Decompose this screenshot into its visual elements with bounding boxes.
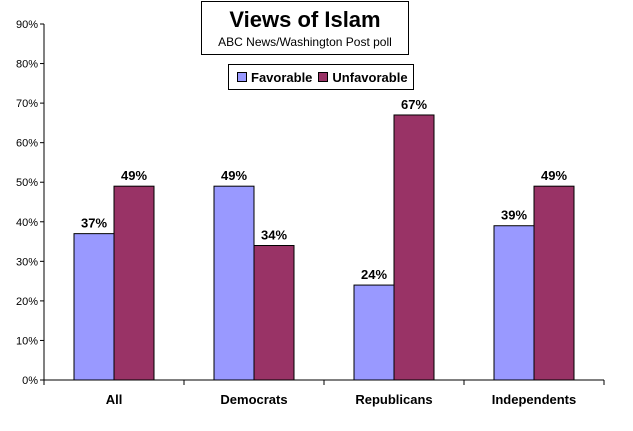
chart-title: Views of Islam — [229, 7, 381, 32]
bar-favorable-independents — [493, 225, 535, 381]
y-tick-label: 70% — [16, 98, 38, 110]
bar-unfavorable-independents — [533, 185, 575, 381]
chart-title-box: Views of Islam ABC News/Washington Post … — [201, 1, 409, 55]
legend-label-unfavorable: Unfavorable — [332, 69, 408, 85]
bar-favorable-all — [73, 233, 115, 381]
category-label: Republicans — [355, 392, 432, 407]
y-tick-label: 10% — [16, 335, 38, 347]
y-tick-label: 0% — [22, 375, 38, 387]
data-label: 49% — [541, 168, 567, 183]
bar-unfavorable-republicans — [393, 114, 435, 381]
data-label: 24% — [361, 267, 387, 282]
chart-subtitle: ABC News/Washington Post poll — [218, 35, 392, 49]
y-tick-label: 50% — [16, 177, 38, 189]
y-tick-label: 60% — [16, 138, 38, 150]
y-tick-label: 30% — [16, 256, 38, 268]
y-tick-label: 40% — [16, 217, 38, 229]
data-label: 39% — [501, 208, 527, 223]
data-label: 67% — [401, 97, 427, 112]
data-label: 49% — [221, 168, 247, 183]
legend: Favorable Unfavorable — [228, 64, 414, 90]
category-label: Independents — [492, 392, 577, 407]
bar-unfavorable-democrats — [253, 245, 295, 381]
data-label: 34% — [261, 228, 287, 243]
category-label: All — [106, 392, 123, 407]
data-label: 49% — [121, 168, 147, 183]
y-tick-label: 20% — [16, 296, 38, 308]
bar-favorable-republicans — [353, 284, 395, 381]
legend-item-favorable: Favorable — [237, 70, 312, 85]
legend-swatch-unfavorable — [318, 72, 329, 82]
y-tick-label: 90% — [16, 19, 38, 31]
legend-swatch-favorable — [237, 72, 247, 82]
category-label: Democrats — [220, 392, 287, 407]
legend-item-unfavorable: Unfavorable — [318, 69, 408, 85]
bar-favorable-democrats — [213, 185, 255, 381]
data-label: 37% — [81, 216, 107, 231]
y-tick-label: 80% — [16, 59, 38, 71]
bar-unfavorable-all — [113, 185, 155, 381]
legend-label-favorable: Favorable — [251, 69, 313, 85]
